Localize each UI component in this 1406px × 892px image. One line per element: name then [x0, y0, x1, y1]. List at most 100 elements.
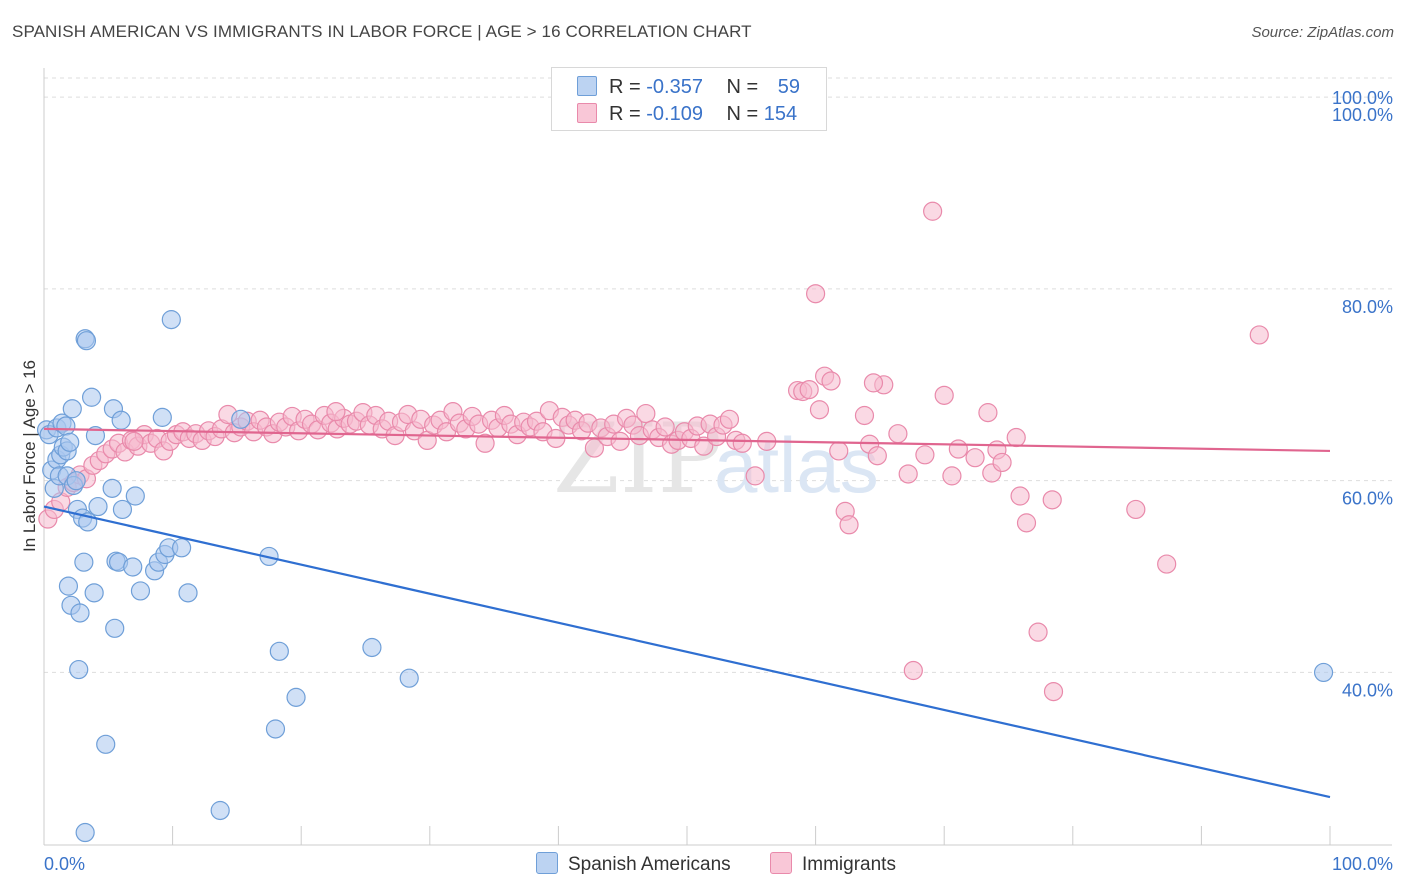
x-tick-label: 100.0% [1332, 854, 1393, 874]
spanish-americans-point [70, 603, 90, 623]
immigrants-point [799, 379, 819, 400]
spanish-americans-point [125, 486, 145, 506]
immigrants-point [829, 441, 849, 461]
immigrants-point [915, 445, 935, 465]
immigrants-point [124, 431, 144, 451]
spanish-americans-point [123, 557, 143, 577]
spanish-americans-point [152, 407, 172, 427]
bottom-legend-immigrants: Immigrants [770, 852, 896, 876]
chart-title: SPANISH AMERICAN VS IMMIGRANTS IN LABOR … [12, 22, 752, 41]
legend-row-immigrants: R = -0.109 N = 154 [577, 103, 797, 127]
immigrants-point [1016, 513, 1037, 533]
spanish-americans-point [111, 410, 131, 430]
immigrants-point [1043, 681, 1064, 702]
immigrants-point [809, 400, 830, 420]
spanish-americans-point [58, 576, 79, 596]
legend-r-label: R = [609, 76, 641, 98]
spanish-americans-point [74, 552, 94, 572]
y-tick-label: 60.0% [1342, 489, 1393, 509]
spanish-americans-point [362, 637, 382, 658]
spanish-americans-point [269, 641, 289, 661]
immigrants-point [610, 431, 630, 451]
immigrants-point [655, 417, 675, 437]
spanish-americans-point [178, 583, 198, 603]
chart-source: Source: ZipAtlas.com [1251, 24, 1394, 41]
spanish-americans-trend-line [43, 505, 1331, 799]
x-tick-label: 0.0% [44, 854, 85, 874]
legend-r-label: R = [609, 103, 641, 125]
immigrants-point [867, 446, 887, 466]
legend-swatch-pink [577, 103, 597, 123]
legend-r-value: -0.109 [646, 103, 703, 125]
immigrants-point [839, 515, 859, 535]
immigrants-point [934, 385, 954, 405]
spanish-americans-point [81, 387, 102, 407]
legend-n-value: 154 [763, 103, 798, 125]
immigrants-points [38, 201, 1269, 702]
immigrants-point [732, 433, 752, 453]
legend-n-value: 59 [777, 76, 801, 98]
bottom-legend-label: Immigrants [802, 854, 896, 875]
spanish-americans-point [1313, 662, 1334, 683]
spanish-americans-point [130, 581, 151, 601]
y-tick-label: 100.0% [1332, 105, 1393, 125]
immigrants-point [745, 466, 765, 486]
y-tick-label: 80.0% [1342, 297, 1393, 317]
legend-row-spanish-americans: R = -0.357 N = 59 [577, 76, 800, 100]
spanish-americans-point [102, 478, 122, 498]
immigrants-point [694, 436, 714, 456]
spanish-americans-point [69, 659, 89, 680]
immigrants-point [948, 439, 968, 459]
spanish-americans-point [399, 668, 419, 688]
immigrants-point [1010, 486, 1030, 506]
immigrants-point [854, 405, 875, 426]
spanish-americans-point [62, 399, 82, 419]
immigrants-point [923, 201, 943, 221]
spanish-americans-point [84, 583, 104, 603]
immigrants-point [992, 452, 1012, 473]
immigrants-point [1006, 427, 1026, 448]
spanish-americans-point [66, 471, 86, 491]
legend-n-label: N = [726, 76, 759, 98]
spanish-americans-point [210, 800, 230, 821]
bottom-legend-spanish-americans: Spanish Americans [536, 852, 731, 876]
immigrants-point [898, 464, 918, 484]
spanish-americans-point [161, 310, 181, 330]
bottom-legend-swatch-pink [770, 852, 792, 874]
immigrants-point [903, 660, 923, 681]
immigrants-point [863, 373, 884, 393]
immigrants-point [805, 284, 826, 304]
spanish-americans-point [60, 432, 80, 452]
axes [43, 68, 1392, 846]
gridlines [44, 77, 1392, 673]
bottom-legend-swatch-blue [536, 852, 558, 874]
immigrants-point [719, 409, 740, 429]
spanish-americans-point [85, 426, 106, 446]
spanish-americans-point [56, 416, 76, 436]
correlation-legend: R = -0.357 N = 59 R = -0.109 N = 154 [551, 67, 827, 131]
spanish-americans-point [105, 618, 125, 638]
bottom-legend-label: Spanish Americans [568, 854, 731, 875]
immigrants-point [1157, 554, 1177, 574]
spanish-americans-point [286, 687, 306, 707]
immigrants-point [942, 466, 962, 486]
legend-swatch-blue [577, 76, 597, 96]
immigrants-trend-line [43, 427, 1331, 453]
spanish-americans-point [231, 409, 251, 429]
y-axis-label: In Labor Force | Age > 16 [20, 359, 39, 553]
immigrants-point [636, 403, 656, 424]
y-tick-label: 100.0% [1332, 88, 1393, 108]
spanish-americans-point [88, 496, 108, 517]
immigrants-point [978, 403, 998, 423]
spanish-americans-points [36, 310, 1334, 843]
immigrants-point [965, 448, 985, 468]
spanish-americans-point [96, 734, 116, 754]
immigrants-point [475, 433, 495, 453]
immigrants-point [1126, 499, 1146, 520]
immigrants-point [821, 371, 841, 391]
tick-labels: 40.0%60.0%80.0%100.0%100.0%0.0% 100.0% [44, 88, 1393, 874]
legend-r-value: -0.357 [646, 76, 703, 98]
immigrants-point [326, 402, 346, 422]
immigrants-point [1249, 325, 1269, 345]
spanish-americans-point [76, 331, 97, 351]
